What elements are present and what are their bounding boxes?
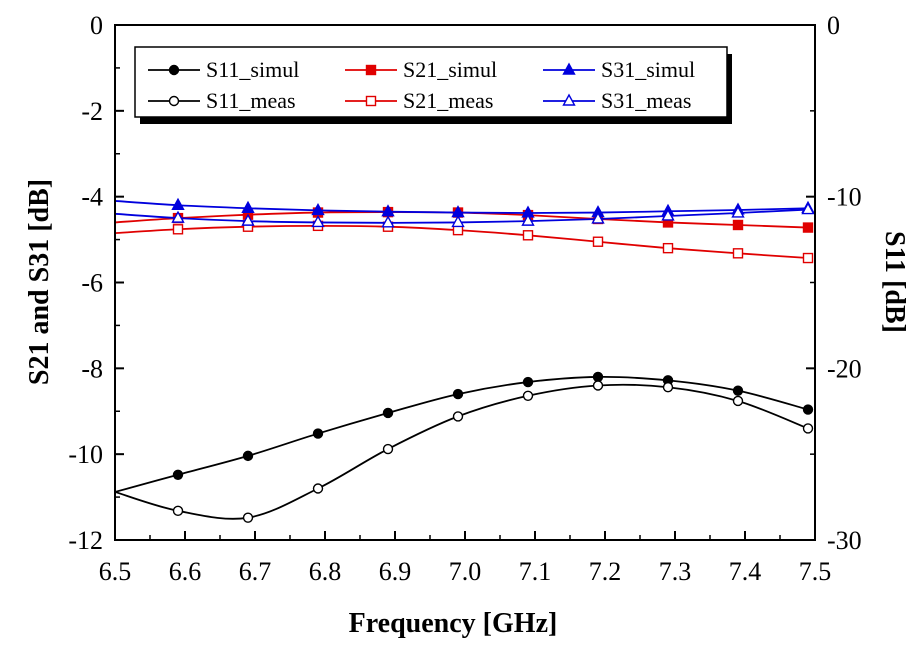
data-point-S11_simul [802,404,814,415]
data-point-S11_simul [312,428,324,439]
x-tick-label: 7.5 [799,557,832,586]
data-point-S31_meas [171,210,185,223]
data-point-S31_simul [241,200,255,213]
legend-label: S21_simul [403,57,497,82]
x-axis-title: Frequency [GHz] [349,608,558,639]
data-point-S31_meas [521,213,535,226]
data-point-S31_meas [241,213,255,226]
data-point-S11_meas [382,443,394,455]
data-point-S11_meas [732,395,744,407]
series-S11_meas [114,380,814,523]
data-point-S21_simul [732,219,744,231]
data-point-S31_meas [731,205,745,218]
data-point-S11_simul [732,385,744,396]
data-point-S31_meas [381,215,395,228]
y-left-tick-label: -10 [68,440,103,469]
tick-layer: 6.5 6.6 6.7 6.8 6.9 7.0 7.1 7.2 7.3 7.4 7.5 0 -2 -4 -6… [68,11,861,586]
legend-label: S31_simul [601,57,695,82]
y-left-tick-label: -2 [81,97,103,126]
y-left-tick-label: -12 [68,526,103,555]
x-tick-label: 7.2 [589,557,622,586]
y-left-tick-label: -6 [81,269,103,298]
data-point-S21_meas [592,236,604,247]
data-point-S11_meas [522,390,534,401]
data-point-S11_simul [592,371,604,383]
series-layer [114,197,815,523]
series-S11_simul [114,371,814,493]
legend-marker [562,93,576,106]
data-point-S11_meas [592,380,604,391]
data-point-S11_meas [452,411,464,422]
data-point-S11_meas [802,423,814,434]
legend-item: S21_meas [345,88,493,113]
legend-box [134,46,728,118]
data-point-S11_simul [242,450,254,462]
x-tick-label: 7.4 [729,557,762,586]
data-point-S21_meas [172,224,184,235]
y-right-tick-label: -20 [827,354,862,383]
legend-marker [365,64,377,76]
data-point-S11_simul [172,469,184,480]
data-point-S31_meas [311,214,325,228]
x-tick-label: 6.5 [99,557,132,586]
legend-label: S11_simul [206,57,299,82]
y-left-tick-label: -8 [81,354,103,383]
x-tick-label: 6.7 [239,557,272,586]
data-point-S11_simul [522,376,534,388]
legend-label: S31_meas [601,88,691,113]
legend: S11_simul S21_simul S31_simul S11_meas S21_m… [134,46,732,124]
data-point-S31_simul [311,202,325,216]
y-left-tick-label: -4 [81,183,103,212]
data-point-S21_meas [732,248,744,259]
x-tick-label: 6.9 [379,557,412,586]
x-tick-label: 6.6 [169,557,202,586]
legend-item: S31_meas [543,88,691,113]
data-point-S11_simul [452,388,464,400]
x-tick-label: 7.1 [519,557,552,586]
series-line-S11_meas [114,383,809,520]
data-point-S11_meas [662,382,674,393]
legend-item: S31_simul [543,57,695,82]
legend-item: S21_simul [345,57,497,82]
legend-marker [562,62,576,75]
y-right-tick-label: -30 [827,526,862,555]
legend-marker [168,95,180,107]
data-point-S21_simul [802,222,814,233]
x-tick-label: 7.3 [659,557,692,586]
y-right-tick-label: 0 [827,11,840,40]
data-point-S31_meas [591,211,605,224]
data-point-S11_meas [312,483,324,494]
x-tick-label: 6.8 [309,557,342,586]
legend-label: S11_meas [206,88,296,113]
data-point-S31_simul [171,197,185,210]
data-point-S11_meas [242,512,254,523]
data-point-S21_meas [662,242,674,254]
y-axis-title-right: S11 [dB] [879,231,910,333]
data-point-S31_meas [801,202,815,215]
series-S21_meas [114,220,814,264]
y-left-tick-label: 0 [90,11,103,40]
legend-marker [168,64,180,76]
data-point-S11_simul [382,407,394,419]
y-right-tick-label: -10 [827,183,862,212]
legend-label: S21_meas [403,88,493,113]
legend-item: S11_meas [148,88,296,113]
data-point-S21_meas [522,230,534,241]
x-tick-label: 7.0 [449,557,482,586]
data-point-S31_meas [451,214,465,228]
data-point-S31_meas [661,208,675,221]
data-point-S21_meas [802,252,814,264]
legend-marker [365,95,377,107]
series-S31_meas [114,202,815,228]
legend-item: S11_simul [148,57,299,82]
data-point-S11_meas [172,505,184,517]
y-axis-title-left: S21 and S31 [dB] [24,179,55,385]
